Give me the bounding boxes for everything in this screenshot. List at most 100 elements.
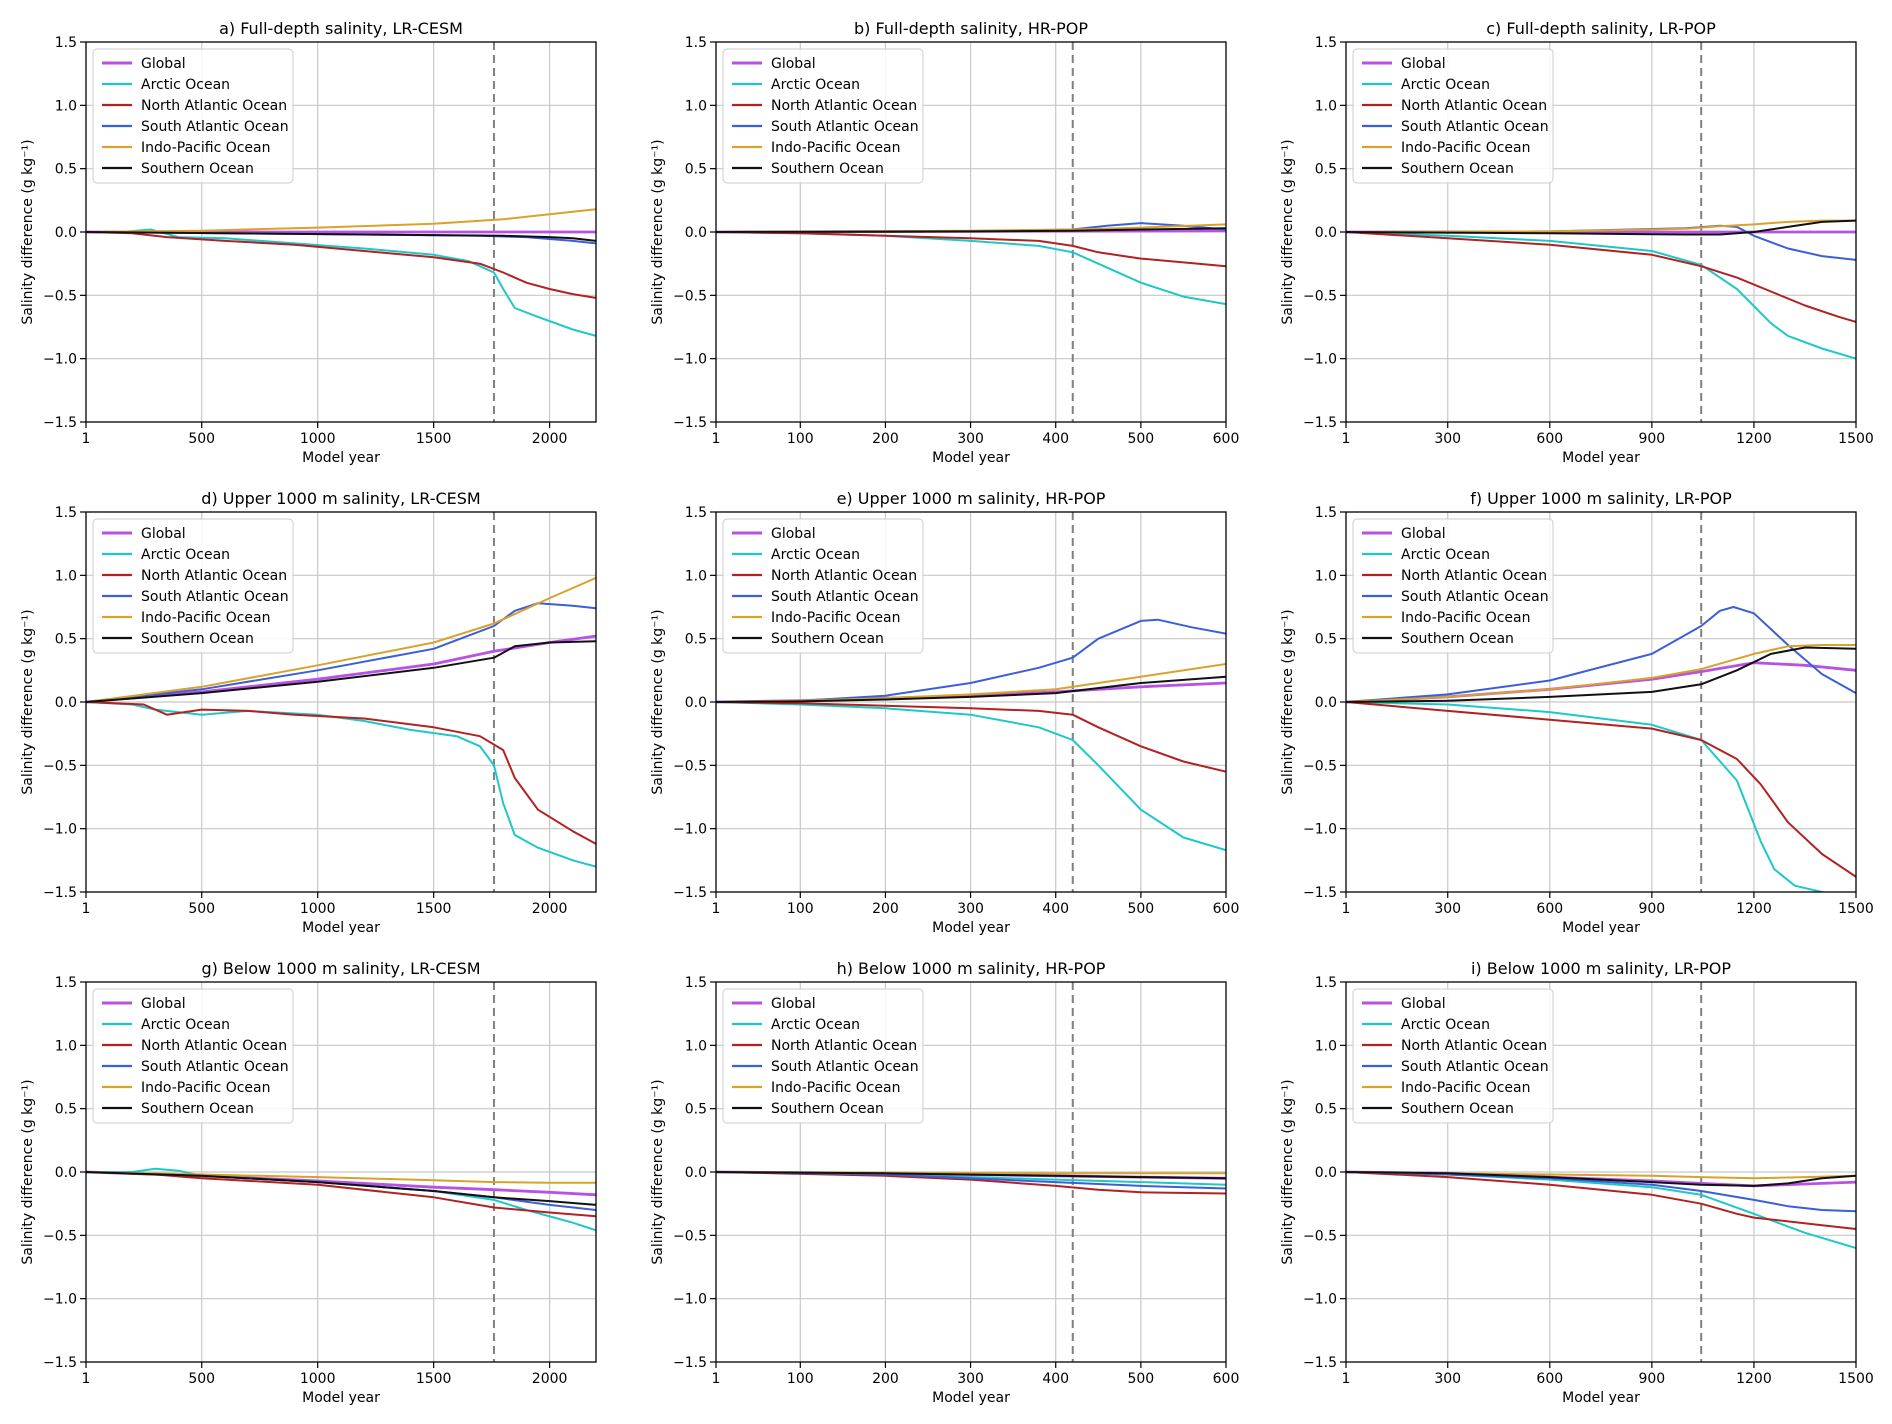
legend-entry: Arctic Ocean xyxy=(1401,1017,1490,1033)
x-tick-label: 600 xyxy=(1213,1371,1240,1387)
series-line-north-atlantic-ocean xyxy=(1346,231,1856,323)
series-line-south-atlantic-ocean xyxy=(1346,606,1856,703)
legend-entry: Southern Ocean xyxy=(141,1101,254,1117)
panel-title: f) Upper 1000 m salinity, LR-POP xyxy=(1470,489,1732,508)
y-tick-label: −1.5 xyxy=(1303,1355,1337,1371)
y-tick-label: 0.5 xyxy=(55,632,77,648)
legend: Global Arctic Ocean North Atlantic Ocean So… xyxy=(92,48,294,184)
legend-entry: Global xyxy=(1401,996,1446,1012)
y-tick-label: 1.0 xyxy=(685,568,707,584)
series-line-arctic-ocean xyxy=(716,701,1226,852)
legend-entry: Indo-Pacific Ocean xyxy=(1401,140,1531,156)
legend-box xyxy=(92,988,294,1124)
legend-entry: North Atlantic Ocean xyxy=(1401,1038,1547,1054)
x-axis-label: Model year xyxy=(302,1390,380,1406)
legend-entry: South Atlantic Ocean xyxy=(141,119,289,135)
legend-entry: South Atlantic Ocean xyxy=(1401,1059,1549,1075)
series-line-indo-pacific-ocean xyxy=(1346,644,1856,703)
legend-entry: North Atlantic Ocean xyxy=(771,98,917,114)
panel-d: 1 500 1000 1500 2000−1.5−1.0−0.50.00.51.01.5… xyxy=(20,489,597,936)
x-tick-label: 600 xyxy=(1213,431,1240,447)
legend: Global Arctic Ocean North Atlantic Ocean So… xyxy=(1352,988,1554,1124)
panel-title: e) Upper 1000 m salinity, HR-POP xyxy=(837,489,1106,508)
legend-entry: South Atlantic Ocean xyxy=(141,1059,289,1075)
y-tick-label: 1.5 xyxy=(1315,505,1337,521)
x-tick-label: 1 xyxy=(82,901,91,917)
x-tick-label: 2000 xyxy=(532,431,568,447)
legend-entry: Arctic Ocean xyxy=(1401,547,1490,563)
series-line-north-atlantic-ocean xyxy=(86,701,596,845)
panel-title: i) Below 1000 m salinity, LR-POP xyxy=(1471,959,1731,978)
legend-entry: North Atlantic Ocean xyxy=(1401,568,1547,584)
panel-title: g) Below 1000 m salinity, LR-CESM xyxy=(201,959,480,978)
series-lines xyxy=(716,222,1226,306)
y-axis-label: Salinity difference (g kg⁻¹) xyxy=(1280,1079,1296,1264)
legend: Global Arctic Ocean North Atlantic Ocean So… xyxy=(1352,518,1554,654)
x-tick-label: 600 xyxy=(1536,431,1563,447)
legend-entry: South Atlantic Ocean xyxy=(1401,589,1549,605)
x-tick-label: 1500 xyxy=(1838,901,1874,917)
y-tick-label: −1.0 xyxy=(1303,822,1337,838)
y-tick-label: 0.5 xyxy=(1315,162,1337,178)
series-line-north-atlantic-ocean xyxy=(86,231,596,299)
x-tick-label: 2000 xyxy=(532,901,568,917)
x-tick-label: 1200 xyxy=(1736,1371,1772,1387)
series-lines xyxy=(716,1170,1226,1195)
legend-box xyxy=(92,518,294,654)
y-tick-label: 1.0 xyxy=(55,1038,77,1054)
legend: Global Arctic Ocean North Atlantic Ocean So… xyxy=(722,518,924,654)
legend-entry: Indo-Pacific Ocean xyxy=(141,1080,271,1096)
panel-e: 1 100 200 300 400 500 600 −1.5 −1.0 −0.5 0.0 0.5 1.0… xyxy=(650,489,1239,936)
legend-entry: Indo-Pacific Ocean xyxy=(141,140,271,156)
x-tick-label: 300 xyxy=(1434,901,1461,917)
x-tick-label: 600 xyxy=(1536,901,1563,917)
legend-entry: Southern Ocean xyxy=(771,1101,884,1117)
panel-title: d) Upper 1000 m salinity, LR-CESM xyxy=(201,489,480,508)
series-line-indo-pacific-ocean xyxy=(86,1171,596,1184)
x-tick-label: 2000 xyxy=(532,1371,568,1387)
legend-entry: Indo-Pacific Ocean xyxy=(1401,610,1531,626)
y-tick-label: −0.5 xyxy=(43,288,77,304)
legend-entry: North Atlantic Ocean xyxy=(141,568,287,584)
series-line-indo-pacific-ocean xyxy=(86,576,596,703)
series-lines xyxy=(86,208,596,337)
panel-i: 1 300 600 900 1200 1500 −1.5 −1.0 −0.5 0.0 0.5 1.0 1… xyxy=(1280,959,1874,1406)
x-tick-label: 100 xyxy=(787,1371,814,1387)
series-line-indo-pacific-ocean xyxy=(86,208,596,233)
x-axis-label: Model year xyxy=(932,450,1010,466)
legend-entry: Global xyxy=(771,56,816,72)
legend-entry: Southern Ocean xyxy=(141,161,254,177)
legend-entry: South Atlantic Ocean xyxy=(771,119,919,135)
legend-entry: South Atlantic Ocean xyxy=(771,1059,919,1075)
y-tick-label: 0.5 xyxy=(1315,632,1337,648)
series-line-indo-pacific-ocean xyxy=(1346,219,1856,233)
panel-title: a) Full-depth salinity, LR-CESM xyxy=(219,19,463,38)
legend-box xyxy=(92,48,294,184)
legend-entry: Global xyxy=(1401,56,1446,72)
y-tick-label: 0.0 xyxy=(685,695,707,711)
y-tick-label: −0.5 xyxy=(43,1228,77,1244)
x-axis-label: Model year xyxy=(932,1390,1010,1406)
legend-entry: Southern Ocean xyxy=(1401,631,1514,647)
series-lines xyxy=(1346,219,1856,360)
x-tick-label: 1 xyxy=(82,1371,91,1387)
y-tick-label: 0.0 xyxy=(1315,225,1337,241)
legend: Global Arctic Ocean North Atlantic Ocean So… xyxy=(722,988,924,1124)
x-tick-label: 1500 xyxy=(1838,1371,1874,1387)
series-lines xyxy=(86,576,596,868)
y-tick-label: 0.5 xyxy=(685,162,707,178)
legend-box xyxy=(1352,48,1554,184)
legend-box xyxy=(722,988,924,1124)
series-line-north-atlantic-ocean xyxy=(716,701,1226,773)
legend-entry: Indo-Pacific Ocean xyxy=(771,1080,901,1096)
y-tick-label: 0.0 xyxy=(55,1165,77,1181)
legend-entry: North Atlantic Ocean xyxy=(771,568,917,584)
y-tick-label: 1.0 xyxy=(1315,1038,1337,1054)
series-line-southern-ocean xyxy=(1346,1171,1856,1187)
x-tick-label: 1200 xyxy=(1736,431,1772,447)
x-tick-label: 1200 xyxy=(1736,901,1772,917)
x-axis-label: Model year xyxy=(1562,450,1640,466)
legend-box xyxy=(722,518,924,654)
legend-entry: North Atlantic Ocean xyxy=(771,1038,917,1054)
x-tick-label: 400 xyxy=(1042,901,1069,917)
